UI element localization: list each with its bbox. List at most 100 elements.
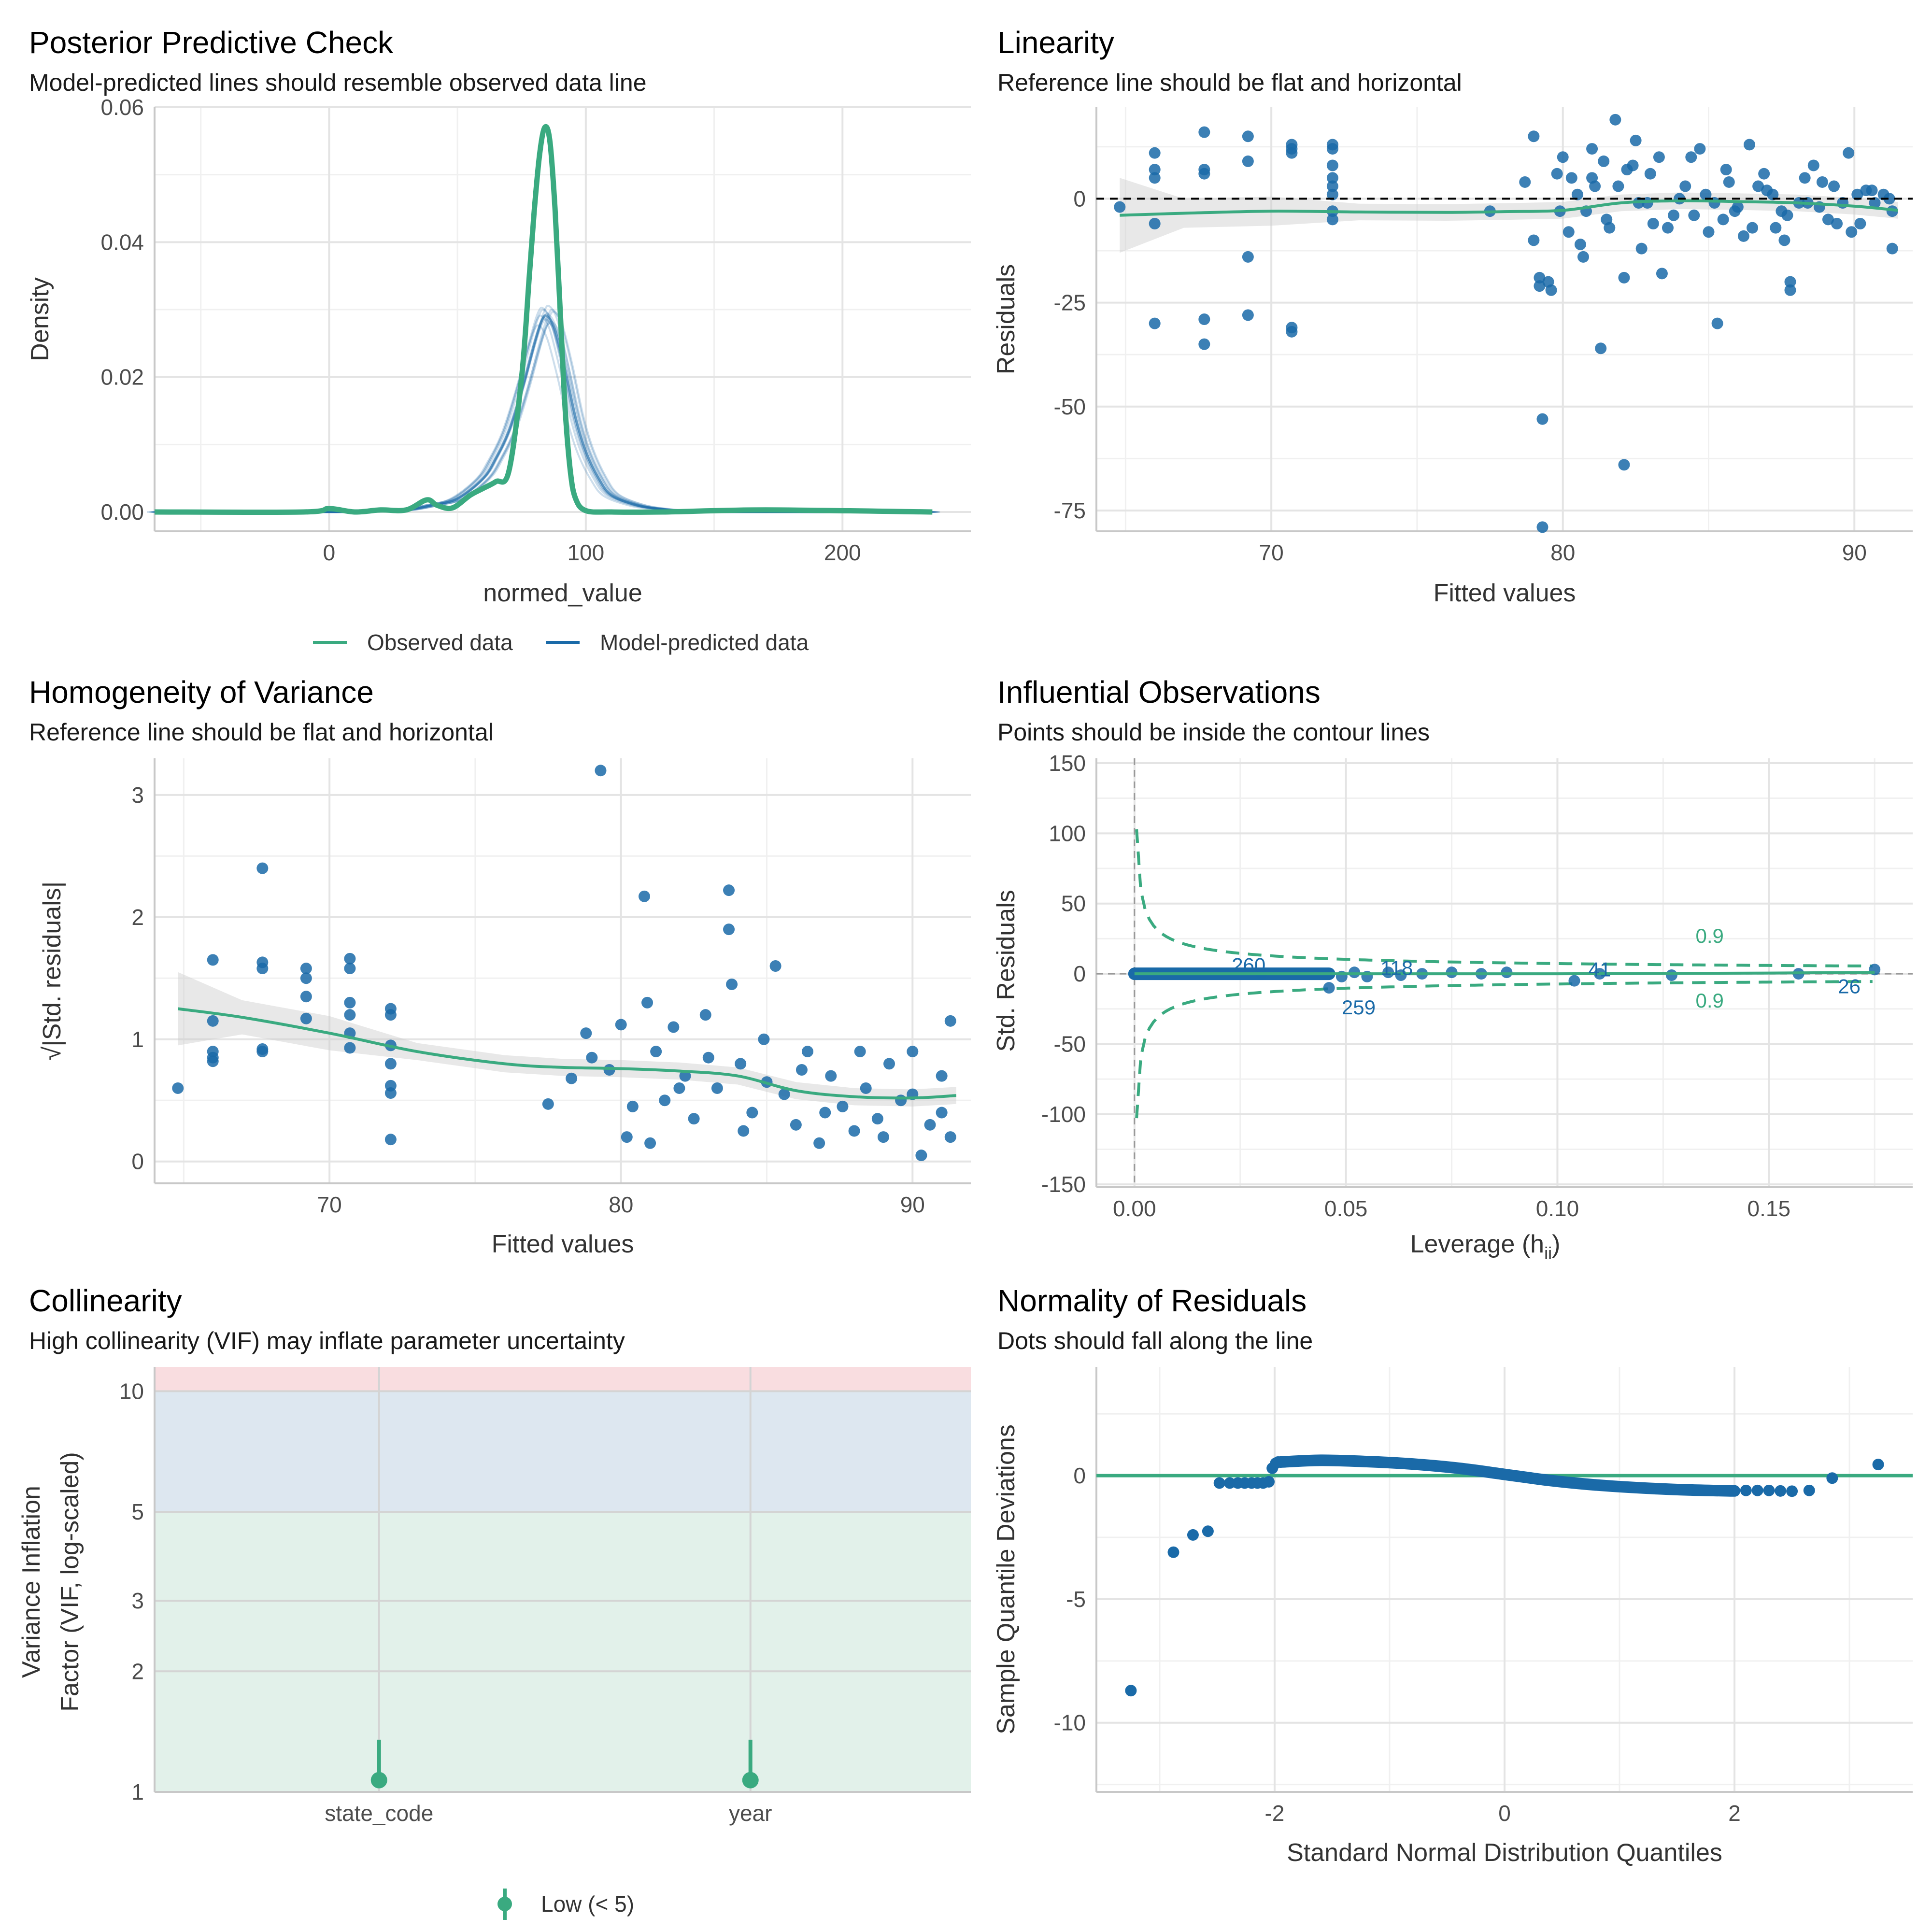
residual-point (641, 996, 653, 1009)
y-tick-label: -25 (1054, 290, 1086, 315)
x-axis-title: normed_value (483, 579, 642, 607)
residual-point (790, 1119, 802, 1131)
predicted-density-line (153, 316, 931, 513)
y-tick-label: 100 (1049, 821, 1086, 846)
residual-point (580, 1027, 592, 1039)
panel-subtitle: High collinearity (VIF) may inflate para… (29, 1327, 625, 1354)
residual-point (1577, 251, 1589, 263)
residual-point (924, 1119, 936, 1131)
residual-point (1563, 226, 1575, 238)
predicted-density-line (154, 314, 933, 513)
residual-point (1781, 209, 1793, 221)
predicted-density-line (162, 311, 940, 513)
residual-point (936, 1107, 948, 1119)
residual-point (1528, 130, 1540, 142)
residual-point (1679, 180, 1691, 192)
residual-point (1767, 188, 1779, 200)
panel-collinearity: Collinearity High collinearity (VIF) may … (17, 1283, 971, 1920)
residual-point (1618, 271, 1630, 284)
panel-subtitle: Reference line should be flat and horizo… (29, 719, 494, 746)
residual-point (256, 1046, 269, 1058)
residual-point (1536, 413, 1548, 425)
residual-point (586, 1051, 598, 1064)
x-axis-title: Standard Normal Distribution Quantiles (1287, 1839, 1722, 1867)
point-label: 259 (1342, 996, 1376, 1019)
residual-point (1816, 176, 1828, 188)
loess-line (1120, 199, 1899, 217)
residual-point (1647, 218, 1659, 230)
residual-point (746, 1107, 758, 1119)
legend: Low (< 5) (497, 1889, 634, 1920)
x-tick-label: 0 (1498, 1801, 1511, 1826)
residual-point (1843, 147, 1855, 159)
residual-point (688, 1113, 700, 1125)
x-tick-label: 0.15 (1747, 1196, 1791, 1221)
panel-subtitle: Model-predicted lines should resemble ob… (29, 69, 647, 96)
dense-quantile-points (1274, 1454, 1741, 1497)
residual-point (1828, 180, 1840, 192)
residual-point (1720, 164, 1732, 176)
legend-key-point (497, 1897, 512, 1911)
loess-line (1134, 971, 1875, 976)
x-axis-title-suffix: ) (1552, 1230, 1560, 1258)
y-tick-label: -50 (1054, 394, 1086, 419)
residual-point (1242, 155, 1254, 167)
residual-point (723, 884, 735, 896)
y-tick-label: -5 (1066, 1587, 1086, 1612)
residual-point (300, 963, 312, 975)
residual-point (883, 1058, 895, 1070)
x-tick-label: 100 (567, 540, 604, 565)
residual-point (1752, 180, 1764, 192)
residual-point (1242, 309, 1254, 321)
x-tick-label: 90 (900, 1192, 925, 1217)
cooks-distance-contour (1135, 829, 1873, 968)
residual-point (1326, 188, 1338, 200)
x-tick-label: 0.00 (1113, 1196, 1156, 1221)
y-tick-label: 2 (131, 1659, 144, 1684)
quantile-point (1272, 1456, 1284, 1468)
residual-point (344, 963, 356, 975)
residual-point (1557, 151, 1569, 163)
residual-point (1149, 172, 1161, 184)
residual-point (758, 1033, 770, 1045)
y-tick-label: -100 (1041, 1102, 1086, 1127)
residual-point (944, 1015, 956, 1027)
residual-point (1723, 176, 1735, 188)
y-tick-label: 3 (131, 1588, 144, 1613)
panel-title: Collinearity (29, 1283, 182, 1318)
residual-point (1717, 213, 1729, 226)
residual-point (1854, 218, 1866, 230)
residual-point (1534, 280, 1546, 292)
quantile-point (1751, 1484, 1763, 1496)
residual-point (1595, 342, 1607, 355)
residual-point (1644, 168, 1656, 180)
residual-point (936, 1070, 948, 1082)
panel-homogeneity-of-variance: Homogeneity of Variance Reference line sh… (29, 675, 971, 1258)
y-tick-label: 10 (119, 1378, 144, 1404)
y-axis-title: Factor (VIF, log-scaled) (56, 1452, 84, 1712)
panel-title: Linearity (997, 25, 1114, 60)
residual-point (1198, 338, 1210, 350)
y-axis-title: √|Std. residuals| (38, 881, 66, 1061)
residual-point (1758, 168, 1770, 180)
residual-point (1700, 188, 1712, 200)
residual-point (1877, 188, 1889, 200)
predicted-density-line (161, 308, 939, 513)
residual-point (256, 862, 269, 874)
x-tick-label: state_code (325, 1801, 433, 1826)
residual-point (1551, 168, 1563, 180)
residual-point (207, 1055, 219, 1067)
leverage-point (1323, 982, 1335, 994)
residual-point (1784, 284, 1796, 296)
predicted-density-line (156, 313, 934, 513)
residual-point (1656, 268, 1668, 280)
residual-point (1545, 284, 1557, 296)
residual-point (650, 1046, 662, 1058)
x-tick-label: 2 (1728, 1801, 1741, 1826)
y-tick-label: 0.04 (100, 229, 144, 255)
residual-point (813, 1137, 825, 1149)
residual-point (871, 1113, 883, 1125)
residual-point (895, 1094, 907, 1107)
residual-point (1860, 185, 1872, 197)
residual-point (848, 1125, 860, 1137)
